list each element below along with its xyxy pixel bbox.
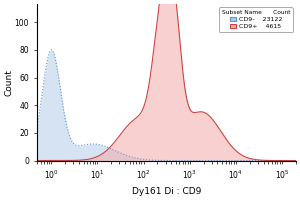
- Y-axis label: Count: Count: [4, 69, 13, 96]
- X-axis label: Dy161 Di : CD9: Dy161 Di : CD9: [132, 187, 201, 196]
- Legend: CD9-    23122, CD9+    4615: CD9- 23122, CD9+ 4615: [219, 7, 293, 32]
